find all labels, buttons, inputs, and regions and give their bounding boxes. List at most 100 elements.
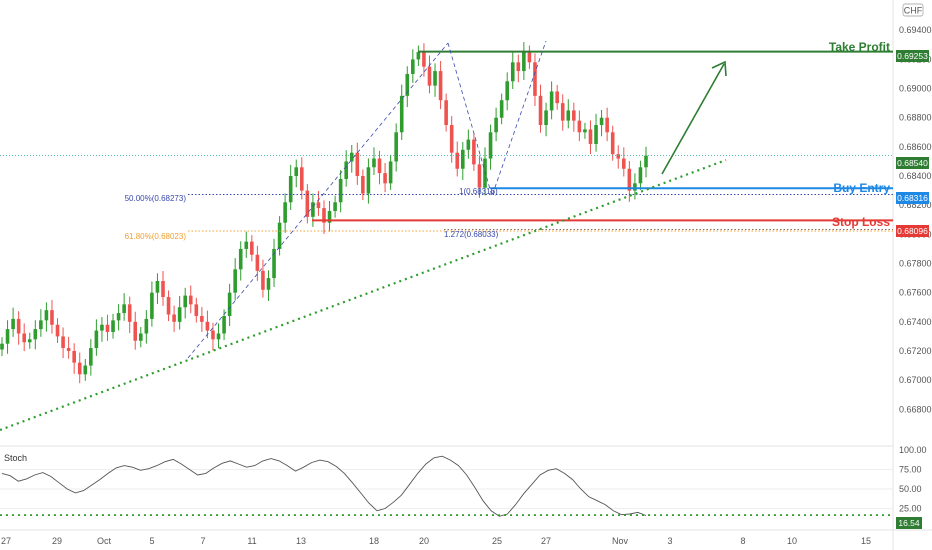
candle-body (227, 292, 232, 316)
candle-body (33, 329, 38, 340)
candle-body (255, 254, 260, 271)
fib-retracement-diagonal (187, 42, 449, 359)
stoch-tick-label: 50.00 (899, 484, 922, 494)
candle-body (510, 62, 515, 82)
candle-body (72, 350, 76, 363)
candle-body (183, 295, 188, 308)
candle-body (122, 304, 126, 314)
fib-ext-1-label: 1(0.68316) (459, 187, 498, 196)
stop-loss-tag-text: 0.68096 (897, 226, 928, 236)
candle-body (294, 167, 299, 177)
candle-body (427, 66, 432, 86)
candle-body (472, 139, 476, 165)
candle-body (399, 95, 404, 133)
stop-loss-tag (896, 225, 929, 237)
candle-body (316, 202, 321, 209)
candle-body (327, 211, 332, 223)
price-tick-label: 0.67200 (899, 346, 932, 356)
time-tick-label: 13 (296, 536, 306, 546)
candle-body (588, 129, 593, 144)
time-tick-label: 5 (149, 536, 154, 546)
stop-loss-label: Stop Loss (832, 215, 890, 229)
time-tick-label: 18 (369, 536, 379, 546)
candle-body (460, 149, 465, 169)
stoch-tick-label: 25.00 (899, 504, 922, 514)
candle-body (138, 333, 143, 341)
stoch-line (1, 455, 647, 517)
candle-body (644, 155, 648, 168)
candle-body (44, 310, 49, 321)
fib-extension-path (447, 40, 547, 198)
candle-body (527, 52, 532, 63)
candle-body (144, 318, 149, 334)
candle-body (483, 158, 487, 188)
projection-arrow-shaft (661, 63, 725, 175)
candle-body (100, 324, 104, 331)
candle-body (272, 248, 276, 279)
candle-body (305, 190, 310, 217)
time-tick-label: 27 (1, 536, 11, 546)
candle-body (55, 324, 60, 337)
price-tick-label: 0.67800 (899, 259, 932, 269)
candle-body (372, 158, 376, 168)
candle-body (194, 304, 199, 316)
time-axis: 27 29 Oct 5 7 11 13 18 20 25 27 Nov 3 8 10 15 (1, 536, 871, 546)
candle-body (66, 348, 71, 351)
candle-body (616, 154, 621, 159)
candle-body (39, 320, 43, 330)
stoch-value-tag (896, 517, 922, 529)
fib-ext-1272-label: 1.272(0.68033) (444, 230, 499, 239)
candle-body (361, 176, 365, 194)
candle-body (405, 73, 410, 96)
current-price-tag (896, 157, 929, 169)
candle-body (438, 71, 443, 101)
candle-body (311, 202, 315, 217)
candle-body (0, 343, 4, 350)
candle-body (549, 91, 554, 111)
candle-body (27, 339, 32, 343)
candle-body (61, 336, 65, 349)
candle-body (205, 321, 210, 331)
candle-body (188, 295, 193, 305)
buy-entry-tag (896, 192, 929, 204)
candle-body (105, 324, 110, 333)
candle-body (233, 269, 237, 293)
candle-body (177, 307, 182, 322)
candle-body (216, 333, 221, 340)
price-tick-label: 0.69000 (899, 84, 932, 94)
candle-body (538, 95, 543, 126)
time-tick-label: 10 (787, 536, 797, 546)
time-tick-label: 27 (541, 536, 551, 546)
candle-body (505, 81, 510, 101)
candle-body (566, 110, 571, 121)
price-tick-label: 0.69400 (899, 25, 932, 35)
time-tick-label: 29 (52, 536, 62, 546)
time-tick-label: Oct (97, 536, 112, 546)
price-tick-label: 0.67600 (899, 288, 932, 298)
time-tick-label: 25 (492, 536, 502, 546)
candle-body (411, 59, 415, 74)
candle-body (166, 297, 171, 315)
candle-body (377, 158, 382, 174)
candle-body (499, 100, 504, 118)
candle-body (560, 103, 565, 121)
candle-body (288, 176, 293, 203)
candle-body (577, 120, 582, 133)
candle-body (422, 52, 426, 67)
price-tick-label: 0.68800 (899, 113, 932, 123)
candle-body (277, 222, 282, 249)
candle-body (89, 348, 93, 366)
candle-body (388, 161, 393, 184)
symbol-badge-label: CHF (904, 6, 923, 16)
candle-body (455, 152, 460, 169)
candle-body (77, 362, 82, 375)
candle-body (161, 281, 165, 298)
candle-body (116, 313, 121, 321)
candle-body (594, 125, 598, 144)
candle-body (150, 292, 154, 319)
candle-body (338, 178, 343, 203)
candle-body (238, 248, 243, 270)
candle-body (605, 117, 609, 133)
price-tick-label: 0.68400 (899, 171, 932, 181)
